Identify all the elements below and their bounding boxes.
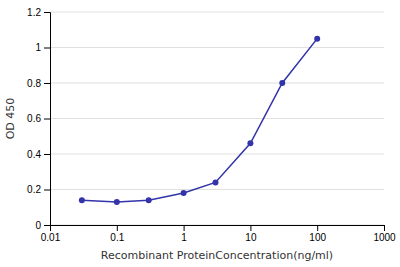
tick-mark (184, 225, 185, 231)
tick-label: 1 (181, 232, 187, 243)
tick-label: 10 (245, 232, 257, 243)
point (314, 36, 320, 42)
plot: 0.01 0.1 1 10 100 1000 0 0.2 0.4 0.6 0.8 1 1.2 (27, 7, 396, 243)
point (212, 179, 218, 185)
tick: 1 (181, 225, 187, 243)
chart: 0.01 0.1 1 10 100 1000 0 0.2 0.4 0.6 0.8 1 1.2 Recomb… (0, 0, 400, 267)
tick-label: 1 (35, 42, 41, 53)
tick-label: 0.2 (27, 184, 41, 195)
axis-line (51, 226, 385, 232)
tick: 0.8 (27, 78, 50, 89)
y-axis: 0 0.2 0.4 0.6 0.8 1 1.2 (27, 7, 50, 231)
point (79, 197, 85, 203)
tick-mark (117, 225, 118, 231)
tick: 10 (245, 225, 257, 243)
tick-label: 0.8 (27, 78, 41, 89)
tick-mark (44, 190, 50, 191)
tick-label: 1.2 (27, 7, 41, 18)
grid-line (50, 189, 384, 190)
tick-label: 0.1 (110, 232, 124, 243)
axis-line (44, 13, 51, 226)
tick: 100 (309, 225, 326, 243)
tick: 0.6 (27, 113, 50, 124)
grid-line (50, 12, 384, 13)
grid (50, 12, 384, 225)
tick: 1 (35, 42, 50, 53)
tick-label: 0.01 (41, 232, 61, 243)
marks (79, 36, 320, 205)
x-axis-title: Recombinant ProteinConcentration(ng/ml) (101, 249, 333, 262)
tick-mark (384, 225, 385, 231)
y-axis-title: OD 450 (4, 98, 17, 140)
point (146, 197, 152, 203)
x-axis: 0.01 0.1 1 10 100 1000 (41, 225, 396, 243)
tick-mark (44, 83, 50, 84)
tick: 0.01 (41, 225, 61, 243)
grid-line (50, 118, 384, 119)
tick: 0 (35, 220, 50, 231)
grid-line (50, 47, 384, 48)
tick-mark (44, 48, 50, 49)
line (82, 39, 317, 202)
tick-mark (44, 12, 50, 13)
tick: 0.1 (110, 225, 124, 243)
tick-mark (250, 225, 251, 231)
tick-label: 0 (35, 220, 41, 231)
tick: 1000 (373, 225, 396, 243)
point (247, 140, 253, 146)
tick-mark (44, 154, 50, 155)
grid-line (50, 83, 384, 84)
tick: 0.4 (27, 149, 50, 160)
tick-label: 1000 (373, 232, 396, 243)
tick-label: 0.6 (27, 113, 41, 124)
point (181, 190, 187, 196)
tick-label: 100 (309, 232, 326, 243)
point (279, 80, 285, 86)
tick: 0.2 (27, 184, 50, 195)
tick-label: 0.4 (27, 149, 41, 160)
grid-line (50, 154, 384, 155)
tick: 1.2 (27, 7, 50, 18)
tick-mark (44, 225, 50, 226)
tick-mark (44, 119, 50, 120)
tick-mark (317, 225, 318, 231)
point (114, 199, 120, 205)
